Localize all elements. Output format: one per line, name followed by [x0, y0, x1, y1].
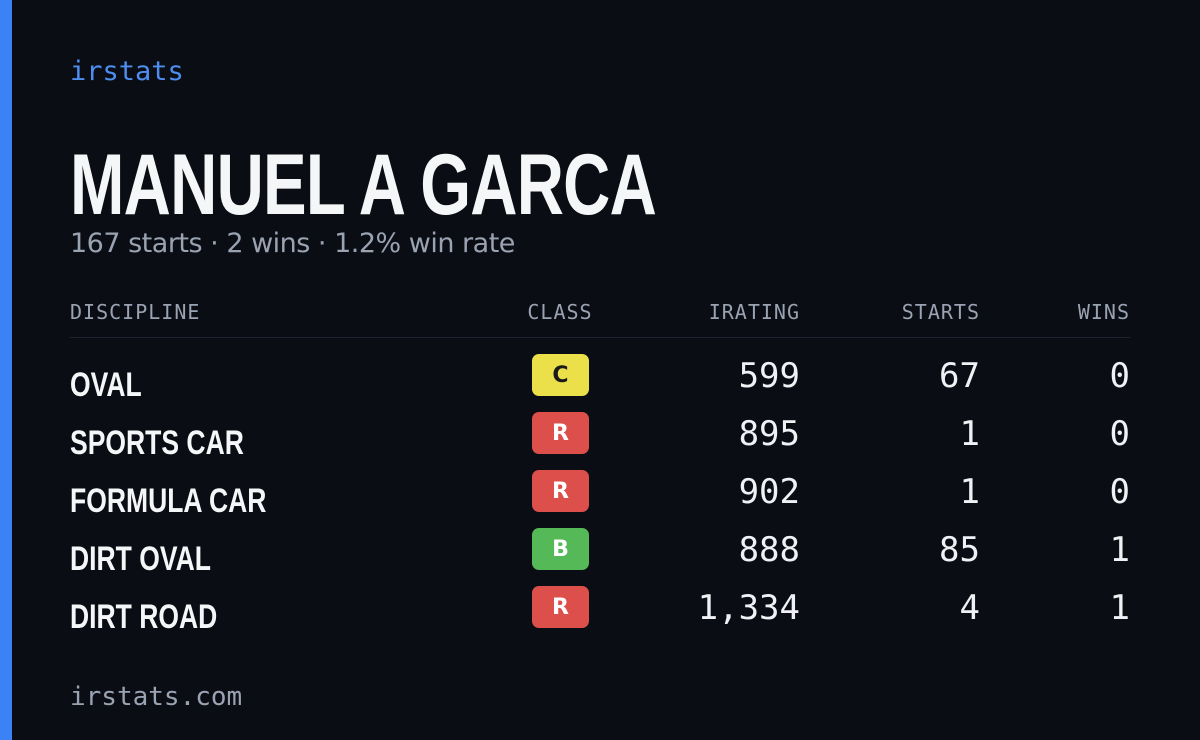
starts: 1 — [959, 472, 980, 512]
discipline: SPORTS CAR — [70, 424, 244, 462]
header-irating: IRATING — [708, 300, 800, 324]
class-badge: B — [532, 528, 589, 570]
header-starts: STARTS — [901, 300, 980, 324]
class-badge: C — [532, 354, 589, 396]
discipline: OVAL — [70, 366, 142, 404]
header-rule — [70, 337, 1130, 338]
starts: 67 — [939, 356, 980, 396]
discipline: FORMULA CAR — [70, 482, 267, 520]
header-class: CLASS — [527, 300, 593, 324]
wins: 0 — [1109, 414, 1130, 454]
wins: 0 — [1109, 472, 1130, 512]
brand: irstats — [70, 56, 184, 87]
starts: 1 — [959, 414, 980, 454]
irating: 1,334 — [697, 588, 800, 628]
header-discipline: DISCIPLINE — [70, 300, 201, 324]
header-wins: WINS — [1077, 300, 1130, 324]
class-badge: R — [532, 470, 589, 512]
irating: 902 — [738, 472, 800, 512]
discipline: DIRT ROAD — [70, 598, 218, 636]
footer: irstats.com — [70, 682, 243, 712]
driver-name: MANUEL A GARCA — [70, 137, 657, 233]
irating: 888 — [738, 530, 800, 570]
starts: 85 — [939, 530, 980, 570]
summary: 167 starts · 2 wins · 1.2% win rate — [70, 228, 515, 259]
wins: 1 — [1109, 588, 1130, 628]
irating: 895 — [738, 414, 800, 454]
accent-bar — [0, 0, 12, 740]
starts: 4 — [959, 588, 980, 628]
discipline: DIRT OVAL — [70, 540, 211, 578]
wins: 0 — [1109, 356, 1130, 396]
class-badge: R — [532, 586, 589, 628]
irating: 599 — [738, 356, 800, 396]
wins: 1 — [1109, 530, 1130, 570]
class-badge: R — [532, 412, 589, 454]
